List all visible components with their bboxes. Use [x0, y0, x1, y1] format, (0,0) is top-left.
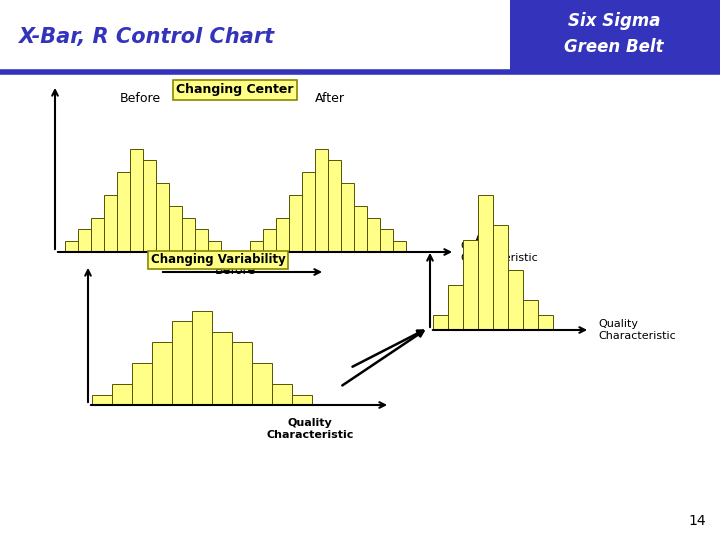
- Bar: [143, 160, 156, 252]
- Bar: [78, 229, 91, 252]
- Bar: [182, 218, 195, 252]
- Text: Quality
Characteristic: Quality Characteristic: [598, 319, 676, 341]
- Bar: [463, 240, 478, 330]
- Bar: [263, 229, 276, 252]
- Bar: [508, 270, 523, 330]
- Bar: [152, 342, 172, 405]
- Bar: [493, 225, 508, 330]
- Bar: [510, 0, 720, 70]
- Bar: [172, 321, 192, 405]
- Bar: [192, 310, 212, 405]
- Bar: [195, 229, 208, 252]
- Text: After: After: [315, 92, 345, 105]
- Bar: [302, 172, 315, 252]
- Bar: [65, 240, 78, 252]
- Bar: [393, 240, 406, 252]
- Bar: [232, 342, 252, 405]
- Bar: [117, 172, 130, 252]
- Bar: [478, 195, 493, 330]
- Bar: [112, 384, 132, 405]
- Bar: [292, 395, 312, 405]
- Bar: [276, 218, 289, 252]
- Bar: [252, 363, 272, 405]
- Bar: [272, 384, 292, 405]
- Bar: [212, 332, 232, 405]
- Bar: [132, 363, 152, 405]
- Bar: [448, 285, 463, 330]
- Text: Six Sigma
Green Belt: Six Sigma Green Belt: [564, 12, 664, 56]
- Text: Changing Variability: Changing Variability: [150, 253, 285, 267]
- Text: Before: Before: [120, 92, 161, 105]
- Bar: [367, 218, 380, 252]
- Bar: [91, 218, 104, 252]
- Text: Quality
Characteristic: Quality Characteristic: [266, 418, 354, 440]
- Bar: [104, 194, 117, 252]
- Text: 14: 14: [688, 514, 706, 528]
- Bar: [380, 229, 393, 252]
- Bar: [250, 240, 263, 252]
- Bar: [92, 395, 112, 405]
- Bar: [130, 148, 143, 252]
- Bar: [341, 183, 354, 252]
- Text: Before: Before: [215, 264, 256, 277]
- Text: Quality
Characteristic: Quality Characteristic: [460, 241, 538, 263]
- Bar: [315, 148, 328, 252]
- Bar: [538, 315, 553, 330]
- Bar: [433, 315, 448, 330]
- Bar: [289, 194, 302, 252]
- Bar: [523, 300, 538, 330]
- Text: After: After: [475, 232, 505, 245]
- Bar: [156, 183, 169, 252]
- Text: X-Bar, R Control Chart: X-Bar, R Control Chart: [18, 27, 274, 47]
- Bar: [208, 240, 221, 252]
- Bar: [169, 206, 182, 252]
- Bar: [328, 160, 341, 252]
- Text: Changing Center: Changing Center: [176, 84, 294, 97]
- Bar: [354, 206, 367, 252]
